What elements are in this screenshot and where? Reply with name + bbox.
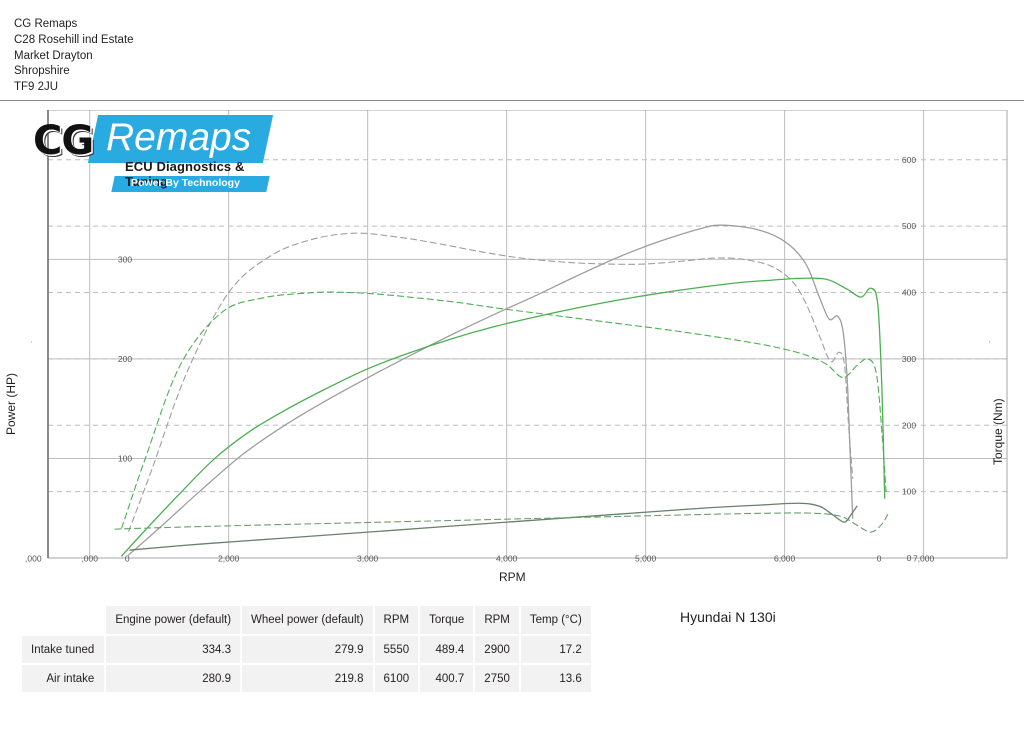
cell-engine-power: 334.3 — [106, 636, 241, 663]
chart-tick-label: 600 — [902, 155, 916, 165]
table-corner-cell — [22, 606, 105, 634]
chart-tick-label: ,000 — [25, 554, 42, 564]
table-row: Air intake 280.9 219.8 6100 400.7 2750 1… — [22, 665, 591, 692]
business-name: CG Remaps — [14, 18, 78, 30]
chart-series-line — [127, 224, 854, 556]
chart-plot-frame — [47, 110, 1008, 559]
chart-tick-label: 0 — [907, 553, 912, 563]
cell-torque-rpm: 2750 — [475, 665, 519, 692]
dyno-chart: ,000 2,000 3,000 4,000 5,000 6,000 7,000 0 0 100 2… — [4, 110, 1008, 596]
chart-tick-label: 0 — [125, 554, 130, 564]
chart-series-line — [128, 232, 854, 532]
cell-engine-power: 280.9 — [106, 665, 241, 692]
chart-tick-label: 2,000 — [218, 554, 240, 564]
chart-tick-label: 300 — [902, 354, 916, 364]
chart-tick-label: 400 — [902, 288, 916, 298]
chart-series-layer — [114, 224, 890, 557]
chart-series-line — [129, 502, 858, 551]
chart-major-gridlines — [48, 110, 1007, 559]
chart-tick-label: 200 — [902, 420, 916, 430]
table-header-row: Engine power (default) Wheel power (defa… — [22, 606, 591, 634]
chart-tick-label: 5,000 — [635, 554, 657, 564]
chart-tick-label: 300 — [118, 254, 132, 264]
chart-tick-label: 100 — [902, 487, 916, 497]
business-town: Market Drayton — [14, 49, 93, 62]
chart-tick-label: 100 — [118, 453, 132, 463]
business-postcode: TF9 2JU — [14, 81, 59, 94]
column-header-torque-rpm: RPM — [475, 606, 519, 634]
business-address-block: CG Remaps C28 Rosehill ind Estate Market… — [14, 17, 134, 96]
chart-tick-label: 4,000 — [496, 554, 518, 564]
row-label-intake-tuned: Intake tuned — [22, 636, 105, 663]
table-row: Intake tuned 334.3 279.9 5550 489.4 2900… — [22, 636, 591, 663]
results-table: Engine power (default) Wheel power (defa… — [20, 604, 593, 694]
row-label-air-intake: Air intake — [22, 665, 105, 692]
column-header-wheel-power: Wheel power (default) — [242, 606, 373, 634]
column-header-engine-power: Engine power (default) — [106, 606, 241, 634]
cell-torque: 489.4 — [420, 636, 474, 663]
cell-temp: 13.6 — [520, 665, 591, 692]
y-axis-left-title: Power (HP) — [4, 372, 18, 435]
chart-tick-label: 6,000 — [774, 554, 796, 564]
chart-series-line — [121, 291, 887, 529]
cell-temp: 17.2 — [520, 636, 591, 663]
chart-tick-label: 500 — [902, 221, 916, 231]
chart-tick-label: 0 — [877, 554, 882, 564]
chart-tick-label: 200 — [118, 354, 132, 364]
cell-power-rpm: 6100 — [374, 665, 419, 692]
cell-wheel-power: 279.9 — [242, 636, 373, 663]
cell-torque-rpm: 2900 — [475, 636, 519, 663]
chart-tick-label: ,000 — [81, 554, 98, 564]
column-header-temp: Temp (°C) — [520, 606, 591, 634]
x-axis-title: RPM — [499, 570, 526, 584]
chart-tick-label: 7,000 — [913, 554, 935, 564]
chart-series-line — [121, 277, 886, 557]
business-county: Shropshire — [14, 65, 70, 78]
chart-tick-label: ' — [989, 340, 991, 349]
cell-power-rpm: 5550 — [374, 636, 419, 663]
column-header-power-rpm: RPM — [374, 606, 419, 634]
column-header-torque: Torque — [420, 606, 474, 634]
y-axis-right-title: Torque (Nm) — [991, 398, 1005, 465]
chart-series-line — [114, 511, 890, 533]
chart-tick-label: 3,000 — [357, 554, 379, 564]
cell-wheel-power: 219.8 — [242, 665, 373, 692]
vehicle-title: Hyundai N 130i — [680, 609, 776, 625]
chart-tick-label: ' — [31, 340, 33, 349]
header-divider — [0, 100, 1024, 101]
business-street: C28 Rosehill ind Estate — [14, 33, 134, 46]
cell-torque: 400.7 — [420, 665, 474, 692]
